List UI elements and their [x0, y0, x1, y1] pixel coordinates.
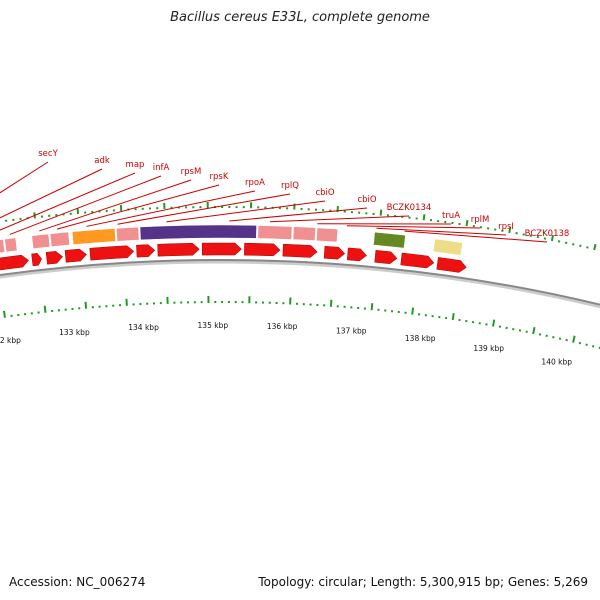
cds-arrow [400, 252, 435, 269]
scale-tick-label: 140 kbp [541, 358, 572, 367]
gc-content-ticks [0, 202, 600, 349]
callout-line [376, 227, 507, 236]
gc-tick [411, 307, 415, 315]
callout-line [346, 225, 481, 229]
feature-box-BCZK0134 [257, 225, 293, 240]
feature-box-post [432, 238, 463, 256]
cds-arrow [282, 243, 318, 258]
gc-tick [2, 310, 6, 318]
gene-label-secY: secY [38, 149, 58, 159]
callout-line [0, 161, 49, 194]
cds-arrow [31, 253, 42, 267]
gene-label-adk: adk [94, 156, 110, 166]
feature-box-rpsI [316, 227, 339, 243]
cds-arrow [323, 246, 346, 260]
cds-track [0, 242, 467, 273]
gene-label-BCZK0134: BCZK0134 [387, 203, 432, 213]
map-title: Bacillus cereus E33L, complete genome [170, 10, 430, 25]
cds-arrow [374, 250, 398, 265]
feature-box-infA [4, 237, 18, 253]
gene-callouts: secY adk map infA rpsM rpsK rpoA rplQ cbiO cbiO BC… [0, 149, 570, 243]
feature-box-rpsK [49, 231, 70, 248]
callout-line [117, 193, 291, 225]
gc-tick [492, 319, 496, 327]
gene-label-rplQ: rplQ [281, 181, 299, 191]
cds-arrow [244, 242, 281, 257]
gene-label-map: map [126, 160, 145, 170]
gene-label-rplM: rplM [471, 215, 490, 225]
cds-arrow [136, 244, 156, 258]
gene-label-cbiO: cbiO [357, 195, 376, 205]
scale-tick-label: 134 kbp [128, 323, 159, 332]
callout-line [9, 175, 162, 235]
cds-arrow [436, 257, 467, 273]
feature-track [0, 224, 463, 256]
scale-tick-label: 132 kbp [0, 336, 21, 345]
backbone-outer [0, 260, 600, 309]
gene-label-BCZK0138: BCZK0138 [525, 229, 570, 239]
cds-arrow [64, 248, 87, 263]
callout-line [166, 200, 326, 223]
gene-label-rpoA: rpoA [245, 178, 265, 188]
callout-line [404, 230, 548, 243]
gc-tick [76, 208, 80, 215]
cds-arrow [0, 254, 30, 271]
feature-box-rplQ [115, 226, 140, 242]
gc-tick [508, 226, 512, 234]
scale-tick-label: 139 kbp [473, 344, 504, 353]
feature-box-rpoA [71, 228, 116, 245]
scale-tick-label: 136 kbp [267, 322, 298, 331]
callout-line [0, 172, 136, 231]
cds-arrow [157, 242, 200, 257]
scale-tick-label: 137 kbp [336, 326, 367, 335]
callout-line [0, 168, 103, 219]
feature-box-map [0, 239, 6, 254]
cds-arrow [89, 245, 135, 261]
gc-tick [84, 301, 88, 309]
feature-box-rplM [292, 226, 316, 241]
callout-line [229, 207, 368, 222]
gene-label-rpsI: rpsI [498, 222, 514, 232]
gc-tick [451, 312, 455, 321]
gc-tick [43, 305, 47, 313]
feature-box-cbiO [139, 224, 257, 241]
gene-label-cbiO: cbiO [315, 188, 334, 198]
scale-tick-label: 135 kbp [198, 321, 229, 330]
gc-tick [550, 234, 555, 242]
callout-line [39, 179, 192, 232]
gene-label-infA: infA [153, 163, 170, 173]
accession-text: Accession: NC_006274 [9, 575, 146, 589]
genome-backbone [0, 259, 600, 309]
genome-info-text: Topology: circular; Length: 5,300,915 bp… [258, 575, 588, 589]
feature-box-rpsM [31, 233, 51, 250]
gc-tick [572, 335, 576, 343]
cds-arrow [45, 251, 64, 265]
gc-tick [422, 214, 426, 221]
callout-line [86, 190, 256, 227]
cds-arrow [201, 242, 242, 256]
gc-tick [593, 243, 597, 251]
gc-tick [532, 326, 536, 335]
gene-label-rpsM: rpsM [181, 167, 202, 177]
cds-arrow [346, 247, 367, 262]
gc-tick [465, 219, 469, 227]
callout-line [56, 184, 220, 230]
gc-tick [379, 209, 383, 216]
scale-tick-label: 133 kbp [59, 328, 90, 337]
scale-tick-label: 138 kbp [405, 334, 436, 343]
backbone-inner [0, 259, 600, 306]
callout-line [270, 215, 410, 223]
feature-box-BCZK0138 [373, 231, 406, 249]
gene-label-truA: truA [442, 211, 460, 221]
gene-label-rpsK: rpsK [210, 172, 229, 182]
gc-tick [370, 303, 374, 311]
